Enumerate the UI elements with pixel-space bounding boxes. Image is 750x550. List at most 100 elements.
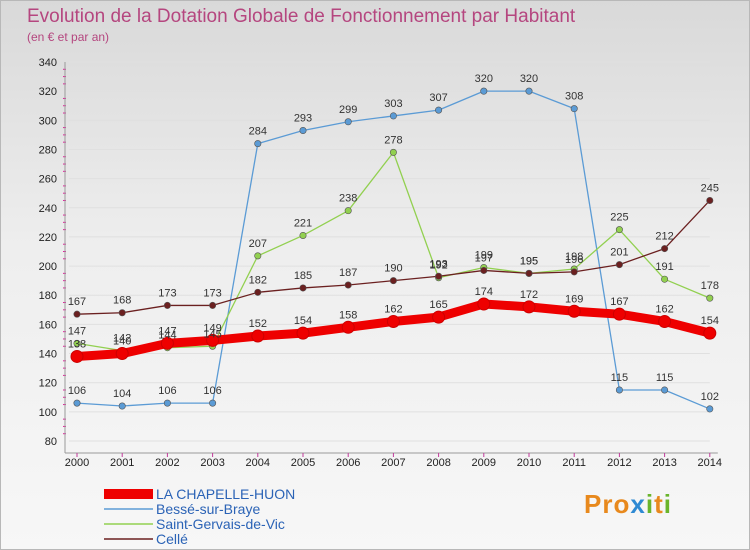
data-label: 144 [158,330,176,342]
x-tick-label: 2001 [110,457,134,469]
series-point-3 [706,196,714,204]
data-label: 185 [294,270,312,282]
data-label: 238 [339,193,357,205]
y-tick-label: 280 [39,144,57,156]
data-label: 320 [475,73,493,85]
data-label: 162 [384,303,402,315]
series-point-3 [480,266,488,274]
data-label: 149 [203,322,221,334]
y-tick-label: 200 [39,261,57,273]
series-point-2 [661,275,669,283]
data-label: 173 [158,287,176,299]
data-label: 168 [113,295,131,307]
data-label: 196 [565,254,583,266]
data-label: 142 [113,333,131,345]
data-label: 167 [610,296,628,308]
series-point-0 [341,320,355,334]
series-point-0 [160,336,174,350]
series-point-1 [570,105,578,113]
data-label: 182 [249,274,267,286]
logo-letter: x [630,489,646,519]
data-label: 173 [203,287,221,299]
data-label: 308 [565,91,583,103]
series-point-0 [251,329,265,343]
data-label: 193 [429,258,447,270]
series-point-3 [615,261,623,269]
data-label: 284 [249,126,267,138]
series-point-3 [254,288,262,296]
data-label: 147 [158,325,176,337]
y-tick-label: 260 [39,174,57,186]
data-label: 197 [475,252,493,264]
x-tick-label: 2013 [652,457,676,469]
logo-letter: P [584,489,603,519]
series-point-2 [706,294,714,302]
series-point-1 [73,399,81,407]
data-label: 212 [655,231,673,243]
y-tick-label: 240 [39,203,57,215]
data-label: 192 [429,260,447,272]
x-tick-label: 2012 [607,457,631,469]
data-label: 221 [294,217,312,229]
data-label: 115 [611,372,629,384]
series-point-3 [525,269,533,277]
data-label: 158 [339,309,357,321]
x-tick-label: 2003 [200,457,224,469]
data-label: 174 [475,286,493,298]
data-label: 187 [339,267,357,279]
x-tick-label: 2000 [65,457,89,469]
data-label: 154 [701,315,719,327]
data-label: 225 [610,212,628,224]
data-label: 178 [701,280,719,292]
y-tick-label: 120 [39,378,57,390]
y-tick-label: 80 [45,436,57,448]
y-tick-label: 320 [39,86,57,98]
series-point-2 [615,226,623,234]
series-point-0 [115,347,129,361]
series-point-0 [567,304,581,318]
series-point-0 [70,349,84,363]
series-point-1 [344,118,352,126]
x-tick-label: 2004 [246,457,270,469]
data-label: 102 [701,391,719,403]
data-label: 106 [68,385,86,397]
chart-title: Evolution de la Dotation Globale de Fonc… [27,6,576,27]
series-point-2 [73,339,81,347]
series-point-0 [612,307,626,321]
x-tick-label: 2005 [291,457,315,469]
series-point-1 [118,402,126,410]
proxiti-logo: Proxiti [584,489,672,520]
data-label: 190 [384,263,402,275]
data-label: 106 [158,385,176,397]
data-label: 278 [384,134,402,146]
chart-subtitle: (en € et par an) [27,30,110,44]
x-tick-label: 2008 [426,457,450,469]
data-label: 145 [203,328,221,340]
data-label: 199 [475,250,493,262]
data-label: 165 [429,299,447,311]
series-point-1 [299,127,307,135]
x-tick-label: 2006 [336,457,360,469]
data-label: 172 [520,289,538,301]
series-point-3 [570,268,578,276]
logo-letter: t [654,489,664,519]
data-label: 104 [113,388,131,400]
data-label: 138 [68,338,86,350]
data-label: 299 [339,104,357,116]
data-label: 303 [384,98,402,110]
logo-letter: r [602,489,614,519]
series-point-0 [477,297,491,311]
series-point-0 [658,314,672,328]
series-point-1 [480,87,488,95]
data-label: 198 [565,251,583,263]
series-point-2 [254,252,262,260]
data-label: 307 [429,92,447,104]
x-tick-label: 2011 [562,457,586,469]
legend-label: Cellé [156,531,188,547]
series-point-0 [432,310,446,324]
data-label: 162 [655,303,673,315]
series-point-1 [254,140,262,148]
series-point-3 [661,245,669,253]
